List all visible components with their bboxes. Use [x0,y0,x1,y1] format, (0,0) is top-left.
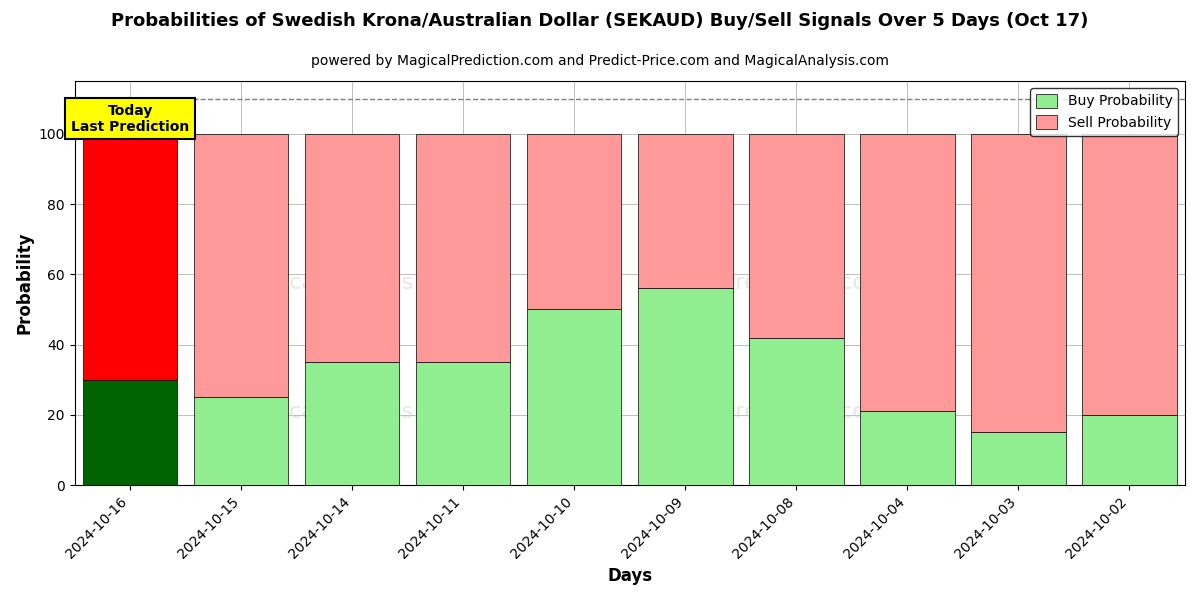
Text: MagicalPrediction.com: MagicalPrediction.com [638,403,888,422]
Text: MagicalAnalysis.com: MagicalAnalysis.com [236,403,468,422]
Bar [416,362,510,485]
Bar [971,433,1066,485]
Text: MagicalPrediction.com: MagicalPrediction.com [638,273,888,293]
Y-axis label: Probability: Probability [16,232,34,334]
Bar [527,134,622,310]
Bar [83,134,178,380]
Text: MagicalAnalysis.com: MagicalAnalysis.com [236,273,468,293]
Bar [1082,134,1177,415]
Bar [971,134,1066,433]
Bar [749,338,844,485]
Bar [83,380,178,485]
Bar [194,134,288,397]
Bar [860,134,955,412]
Bar [860,412,955,485]
X-axis label: Days: Days [607,567,653,585]
Bar [638,134,732,289]
Bar [749,134,844,338]
Bar [416,134,510,362]
Bar [305,362,400,485]
Bar [1082,415,1177,485]
Bar [305,134,400,362]
Text: powered by MagicalPrediction.com and Predict-Price.com and MagicalAnalysis.com: powered by MagicalPrediction.com and Pre… [311,54,889,68]
Legend: Buy Probability, Sell Probability: Buy Probability, Sell Probability [1030,88,1178,136]
Text: Probabilities of Swedish Krona/Australian Dollar (SEKAUD) Buy/Sell Signals Over : Probabilities of Swedish Krona/Australia… [112,12,1088,30]
Bar [638,289,732,485]
Text: Today
Last Prediction: Today Last Prediction [71,104,190,134]
Bar [527,310,622,485]
Bar [194,397,288,485]
